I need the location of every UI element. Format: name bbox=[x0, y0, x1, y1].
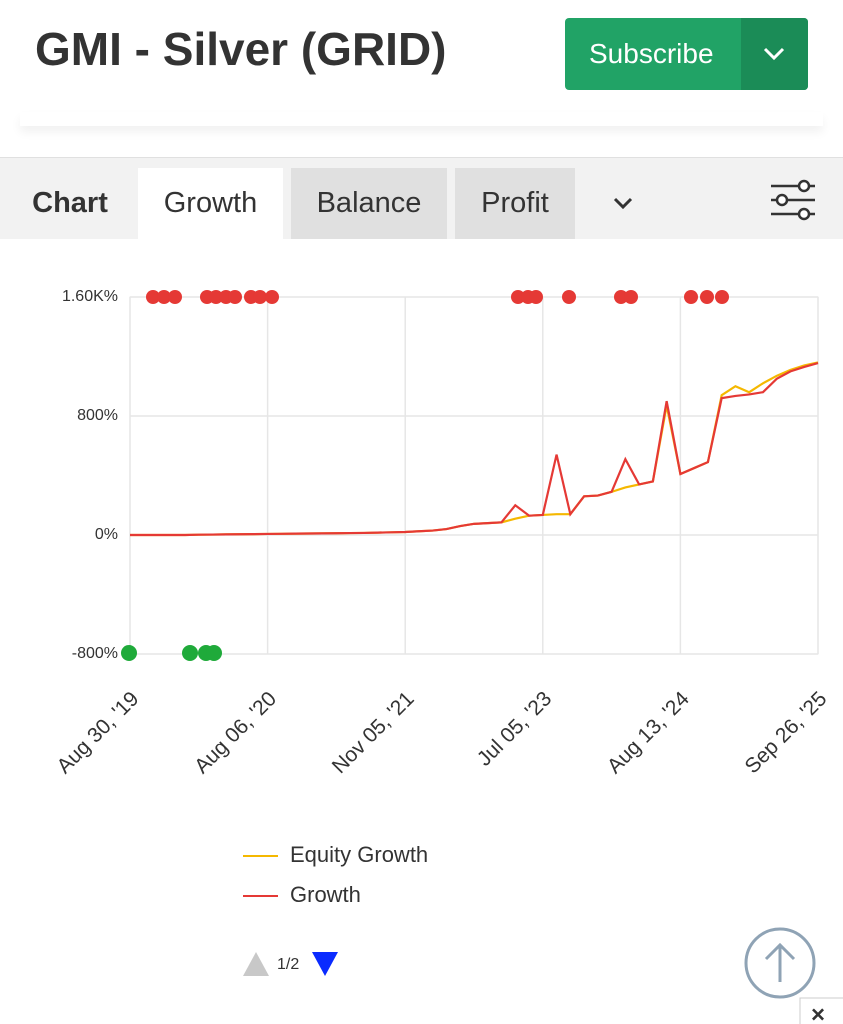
close-box[interactable] bbox=[799, 997, 843, 1024]
x-tick-label: Jul 05, '23 bbox=[473, 687, 556, 770]
y-tick-label: 1.60K% bbox=[62, 288, 118, 305]
header-shadow bbox=[20, 112, 823, 126]
y-tick-label: 800% bbox=[77, 407, 118, 424]
chevron bbox=[763, 47, 785, 61]
pager-label: 1/2 bbox=[277, 956, 299, 973]
trade-markers bbox=[146, 290, 729, 304]
y-tick-label: -800% bbox=[72, 645, 118, 662]
chart: 1.60K% 800% 0% -800% Aug 30, '19 Aug 06, '20 N… bbox=[53, 288, 843, 1024]
subscribe-label: Subscribe bbox=[589, 38, 714, 69]
series-line bbox=[130, 361, 819, 537]
x-tick-label: Aug 06, '20 bbox=[190, 687, 281, 778]
tab[interactable]: Balance bbox=[291, 168, 447, 239]
scroll-top[interactable] bbox=[744, 927, 816, 999]
subscribe-dropdown[interactable] bbox=[741, 18, 808, 90]
x-tick-label: Aug 13, '24 bbox=[603, 687, 694, 778]
tab-label: Chart bbox=[32, 187, 108, 219]
settings-icon[interactable] bbox=[768, 178, 818, 222]
plot-area bbox=[129, 296, 819, 655]
tab-bar: Chart Growth Balance Profit bbox=[0, 157, 843, 239]
tab[interactable]: Growth bbox=[138, 168, 283, 239]
tab[interactable]: Profit bbox=[455, 168, 575, 239]
x-tick-label: Aug 30, '19 bbox=[53, 687, 144, 778]
more-tabs[interactable] bbox=[608, 188, 638, 218]
legend-label[interactable]: Growth bbox=[290, 882, 361, 907]
deposit-markers bbox=[121, 645, 222, 661]
close-label[interactable]: × bbox=[811, 1001, 825, 1024]
x-tick-label: Nov 05, '21 bbox=[328, 687, 419, 778]
pager-down[interactable] bbox=[312, 952, 338, 976]
y-tick-label: 0% bbox=[95, 526, 118, 543]
series-line bbox=[130, 361, 819, 537]
legend-label[interactable]: Equity Growth bbox=[290, 842, 428, 867]
subscribe-button[interactable]: Subscribe bbox=[565, 18, 808, 90]
page-title: GMI - Silver (GRID) bbox=[35, 23, 447, 75]
pager-up[interactable] bbox=[243, 952, 269, 976]
x-tick-label: Sep 26, '25 bbox=[741, 687, 832, 778]
